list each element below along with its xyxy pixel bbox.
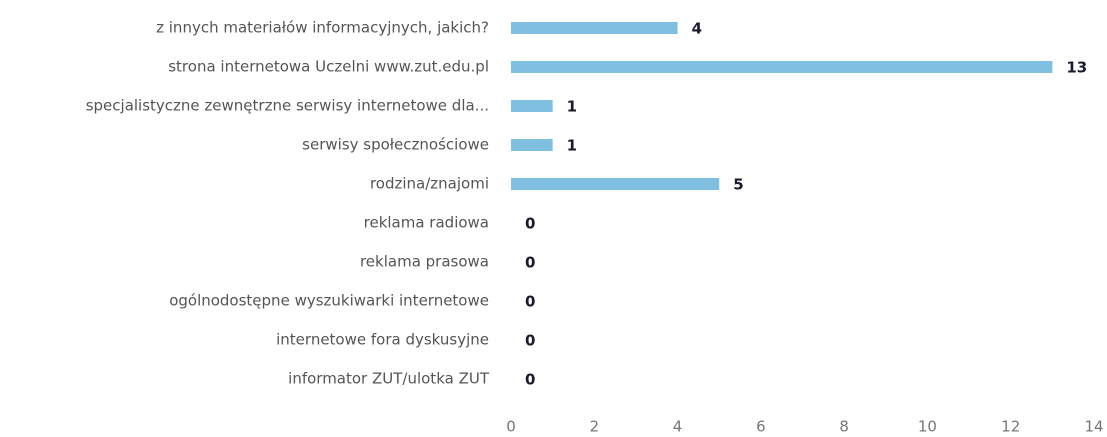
x-tick-label: 2 <box>590 418 600 436</box>
x-tick-label: 4 <box>673 418 683 436</box>
y-tick-label: internetowe fora dyskusyjne <box>276 331 489 349</box>
x-tick-label: 6 <box>756 418 766 436</box>
y-tick-label: ogólnodostępne wyszukiwarki internetowe <box>169 292 489 310</box>
value-label: 5 <box>733 176 743 194</box>
value-label: 0 <box>525 254 535 272</box>
bar <box>511 22 678 34</box>
value-label: 0 <box>525 215 535 233</box>
y-tick-label: rodzina/znajomi <box>370 175 489 193</box>
y-tick-label: reklama radiowa <box>364 214 489 232</box>
value-label: 0 <box>525 293 535 311</box>
y-tick-label: informator ZUT/ulotka ZUT <box>288 370 490 388</box>
value-label: 0 <box>525 371 535 389</box>
y-tick-label: reklama prasowa <box>360 253 489 271</box>
x-tick-label: 0 <box>506 418 516 436</box>
x-tick-label: 10 <box>918 418 937 436</box>
bar <box>511 178 720 190</box>
y-tick-label: strona internetowa Uczelni www.zut.edu.p… <box>168 58 489 76</box>
bar <box>511 139 553 151</box>
x-tick-label: 8 <box>839 418 849 436</box>
y-tick-label: serwisy społecznościowe <box>302 136 489 154</box>
bar <box>511 100 553 112</box>
x-tick-label: 14 <box>1084 418 1103 436</box>
y-tick-label: specjalistyczne zewnętrzne serwisy inter… <box>86 97 489 115</box>
x-tick-label: 12 <box>1001 418 1020 436</box>
value-label: 1 <box>567 137 577 155</box>
y-tick-label: z innych materiałów informacyjnych, jaki… <box>156 19 489 37</box>
value-label: 0 <box>525 332 535 350</box>
value-label: 13 <box>1066 59 1087 77</box>
value-label: 1 <box>567 98 577 116</box>
value-label: 4 <box>692 20 702 38</box>
bar <box>511 61 1053 73</box>
